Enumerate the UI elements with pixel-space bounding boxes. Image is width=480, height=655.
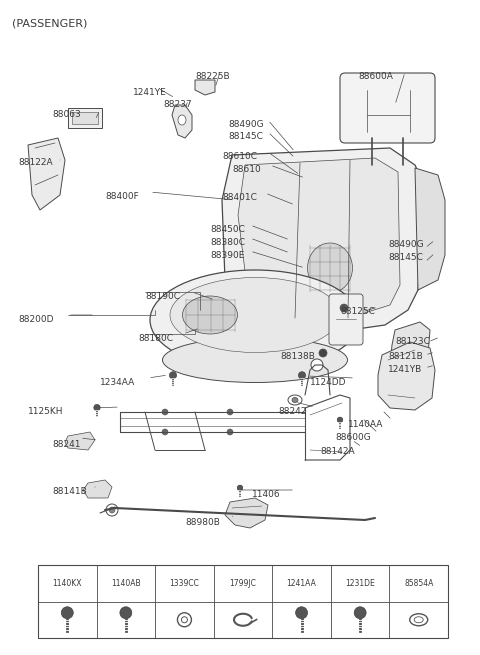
Circle shape (227, 409, 233, 415)
Text: 88180C: 88180C (138, 334, 173, 343)
Circle shape (162, 429, 168, 435)
Circle shape (162, 409, 168, 415)
Text: 88145C: 88145C (228, 132, 263, 141)
FancyBboxPatch shape (340, 73, 435, 143)
Text: 88138B: 88138B (280, 352, 315, 361)
Circle shape (94, 404, 100, 411)
Circle shape (237, 485, 243, 491)
Text: 1125KH: 1125KH (28, 407, 63, 416)
Text: 88123C: 88123C (395, 337, 430, 346)
Text: 88190C: 88190C (145, 292, 180, 301)
Circle shape (109, 507, 115, 513)
Text: 1140AB: 1140AB (111, 579, 141, 588)
Circle shape (227, 429, 233, 435)
Text: 88401C: 88401C (222, 193, 257, 202)
Circle shape (311, 359, 323, 371)
Ellipse shape (170, 278, 340, 352)
Ellipse shape (414, 617, 423, 623)
Text: 1234AA: 1234AA (100, 378, 135, 387)
Text: 88390E: 88390E (210, 251, 244, 260)
Ellipse shape (292, 398, 298, 403)
Text: 88225B: 88225B (195, 72, 229, 81)
Polygon shape (222, 148, 422, 330)
Polygon shape (378, 342, 435, 410)
Text: 88200D: 88200D (18, 315, 53, 324)
Text: 88241: 88241 (52, 440, 81, 449)
Circle shape (296, 607, 308, 619)
Text: 88490G: 88490G (228, 120, 264, 129)
Circle shape (181, 617, 187, 623)
Text: 1241YE: 1241YE (133, 88, 167, 97)
Ellipse shape (410, 614, 428, 626)
Circle shape (178, 612, 192, 627)
Text: 88063: 88063 (52, 110, 81, 119)
Ellipse shape (288, 395, 302, 405)
Text: 88237: 88237 (163, 100, 192, 109)
Text: 1241AA: 1241AA (287, 579, 316, 588)
Text: 88125C: 88125C (340, 307, 375, 316)
Polygon shape (225, 498, 268, 528)
Ellipse shape (182, 296, 238, 334)
Text: 88450C: 88450C (210, 225, 245, 234)
Text: 88490G: 88490G (388, 240, 424, 249)
Text: (PASSENGER): (PASSENGER) (12, 18, 87, 28)
Polygon shape (238, 158, 400, 315)
Bar (38, 565, 448, 638)
Text: 88610C: 88610C (222, 152, 257, 161)
Circle shape (337, 417, 343, 422)
Text: 88142A: 88142A (320, 447, 355, 456)
Text: 88122A: 88122A (18, 158, 53, 167)
Polygon shape (65, 432, 95, 450)
Text: 88242: 88242 (278, 407, 306, 416)
Text: 85854A: 85854A (404, 579, 433, 588)
Text: 88380C: 88380C (210, 238, 245, 247)
Circle shape (106, 504, 118, 516)
Circle shape (340, 304, 348, 312)
Circle shape (169, 371, 177, 379)
Polygon shape (172, 105, 192, 138)
Text: 1231DE: 1231DE (345, 579, 375, 588)
Text: 1140KX: 1140KX (52, 579, 82, 588)
Text: 1799JC: 1799JC (229, 579, 256, 588)
Text: 11406: 11406 (252, 490, 281, 499)
Ellipse shape (163, 337, 348, 383)
Text: 88600A: 88600A (358, 72, 393, 81)
Text: 1241YB: 1241YB (388, 365, 422, 374)
FancyBboxPatch shape (329, 294, 363, 345)
Text: 1339CC: 1339CC (169, 579, 199, 588)
Polygon shape (28, 138, 65, 210)
Text: 88610: 88610 (232, 165, 261, 174)
Text: 88141B: 88141B (52, 487, 87, 496)
Circle shape (299, 371, 306, 379)
Circle shape (319, 349, 327, 357)
Ellipse shape (150, 270, 360, 370)
Text: 1140AA: 1140AA (348, 420, 384, 429)
Text: 88600G: 88600G (335, 433, 371, 442)
Ellipse shape (178, 115, 186, 125)
Text: 88121B: 88121B (388, 352, 423, 361)
Polygon shape (72, 112, 98, 124)
Polygon shape (415, 168, 445, 290)
Circle shape (120, 607, 132, 619)
Circle shape (61, 607, 73, 619)
Text: 88400F: 88400F (105, 192, 139, 201)
Polygon shape (195, 80, 215, 95)
Circle shape (354, 607, 366, 619)
Polygon shape (83, 480, 112, 498)
Text: 88980B: 88980B (185, 518, 220, 527)
Polygon shape (390, 322, 430, 375)
Polygon shape (68, 108, 102, 128)
Text: 88145C: 88145C (388, 253, 423, 262)
Ellipse shape (308, 243, 352, 293)
Text: 1124DD: 1124DD (310, 378, 347, 387)
